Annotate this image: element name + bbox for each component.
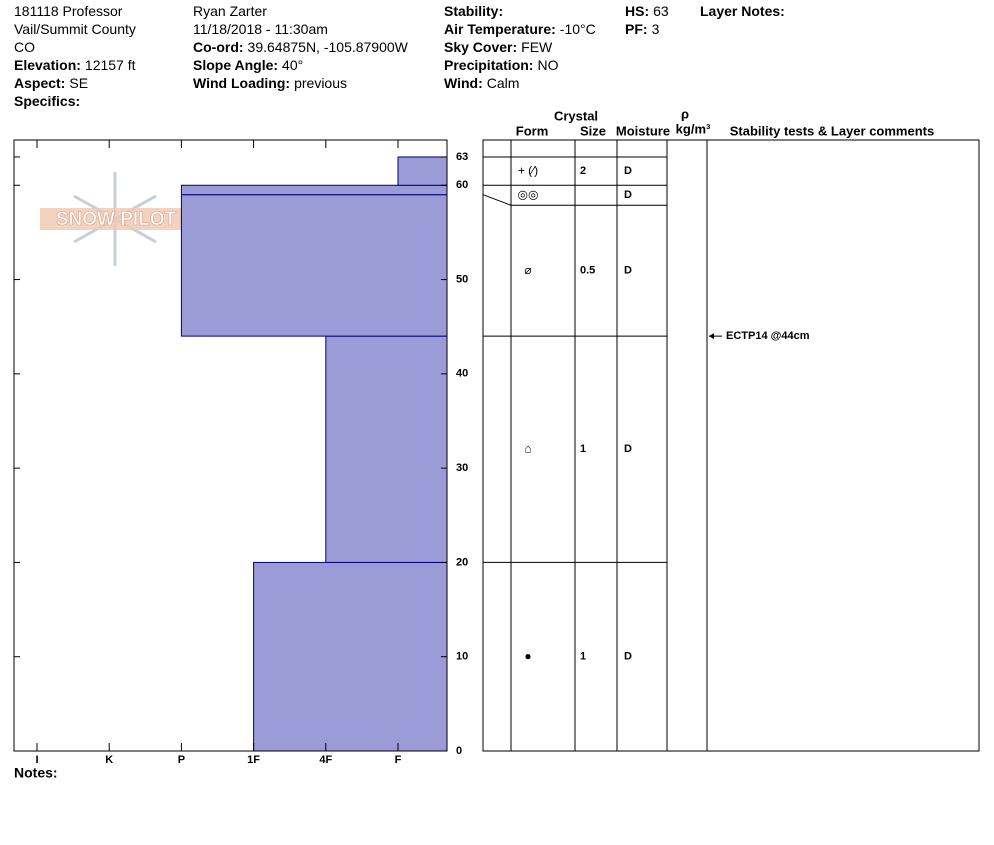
header-field: Air Temperature: -10°C (444, 21, 596, 37)
y-tick-label: 63 (456, 151, 468, 163)
logo-band (40, 208, 192, 230)
y-tick-label: 60 (456, 179, 468, 191)
grain-size: 2 (580, 165, 586, 177)
grain-size: 1 (580, 443, 586, 455)
table-header: Crystal (554, 108, 598, 123)
field-value: FEW (521, 39, 553, 55)
test-comment: ECTP14 @44cm (726, 330, 810, 342)
y-tick-label: 40 (456, 368, 468, 380)
field-label: Sky Cover: (444, 39, 517, 55)
field-value: CO (14, 39, 35, 55)
hardness-layer (253, 561, 448, 752)
hardness-layer (180, 194, 448, 337)
grain-form: ◎◎ (518, 187, 539, 201)
x-tick-label: 1F (247, 754, 260, 766)
x-tick-label: K (105, 754, 113, 766)
header-field: Slope Angle: 40° (193, 57, 303, 73)
field-label: Slope Angle: (193, 57, 278, 73)
header-field: Precipitation: NO (444, 57, 559, 73)
y-tick-label: 0 (456, 745, 462, 757)
x-tick-label: F (395, 754, 402, 766)
field-value: 3 (652, 21, 660, 37)
field-value: 11/18/2018 - 11:30am (193, 21, 328, 37)
field-label: Wind: (444, 75, 483, 91)
field-label: Layer Notes: (700, 3, 785, 19)
field-value: -10°C (560, 21, 596, 37)
field-label: HS: (625, 3, 649, 19)
field-label: Air Temperature: (444, 21, 556, 37)
field-label: Stability: (444, 3, 503, 19)
field-label: Aspect: (14, 75, 65, 91)
field-value: SE (69, 75, 88, 91)
table-header: Moisture (616, 123, 670, 138)
arrow-head (709, 333, 714, 340)
header-field: Elevation: 12157 ft (14, 57, 136, 73)
header-field: Specifics: (14, 93, 80, 109)
field-label: Co-ord: (193, 39, 244, 55)
x-tick-label: I (35, 754, 38, 766)
field-value: Ryan Zarter (193, 3, 267, 19)
field-value: 40° (282, 57, 303, 73)
moisture: D (624, 189, 632, 201)
table-header: Form (516, 123, 549, 138)
field-value: 39.64875N, -105.87900W (248, 39, 409, 55)
y-tick-label: 30 (456, 462, 468, 474)
header-field: Ryan Zarter (193, 3, 267, 19)
field-value: previous (294, 75, 347, 91)
grain-form: ⌂ (524, 441, 531, 455)
field-value: 181118 Professor (14, 3, 123, 19)
header-field: Stability: (444, 3, 503, 19)
header-field: CO (14, 39, 35, 55)
table-header: Size (580, 123, 606, 138)
grain-form: ⌀ (524, 263, 531, 277)
header-field: Aspect: SE (14, 75, 88, 91)
field-value: 63 (653, 3, 669, 19)
field-label: Specifics: (14, 93, 80, 109)
grain-form: ● (524, 649, 531, 663)
grain-size: 1 (580, 651, 586, 663)
header-field: 11/18/2018 - 11:30am (193, 21, 328, 37)
x-tick-label: 4F (319, 754, 332, 766)
hardness-layer (180, 184, 448, 196)
field-value: Vail/Summit County (14, 21, 136, 37)
header-field: 181118 Professor (14, 3, 123, 19)
y-tick-label: 50 (456, 273, 468, 285)
y-tick-label: 10 (456, 651, 468, 663)
grain-size: 0.5 (580, 265, 595, 277)
header-field: HS: 63 (625, 3, 669, 19)
field-value: Calm (487, 75, 520, 91)
moisture: D (624, 165, 632, 177)
field-value: NO (537, 57, 558, 73)
x-tick-label: P (178, 754, 185, 766)
table-header: Stability tests & Layer comments (730, 123, 934, 138)
header-field: Co-ord: 39.64875N, -105.87900W (193, 39, 409, 55)
header-field: Vail/Summit County (14, 21, 136, 37)
field-label: Precipitation: (444, 57, 533, 73)
grain-form: + (∕) (518, 163, 538, 177)
header-field: Sky Cover: FEW (444, 39, 553, 55)
moisture: D (624, 265, 632, 277)
notes-label: Notes: (14, 765, 58, 781)
table-header: kg/m³ (676, 121, 711, 136)
field-label: PF: (625, 21, 648, 37)
hardness-layer (397, 156, 448, 186)
table-header: ρ (681, 106, 689, 121)
table-frame (482, 139, 980, 752)
header-field: Wind Loading: previous (193, 75, 347, 91)
moisture: D (624, 651, 632, 663)
field-label: Elevation: (14, 57, 81, 73)
field-value: 12157 ft (85, 57, 136, 73)
header-field: Wind: Calm (444, 75, 519, 91)
moisture: D (624, 443, 632, 455)
field-label: Wind Loading: (193, 75, 290, 91)
profile-frame (13, 139, 448, 752)
layer-connector (482, 194, 512, 206)
hardness-layer (325, 335, 448, 563)
y-tick-label: 20 (456, 556, 468, 568)
header-field: Layer Notes: (700, 3, 785, 19)
header-field: PF: 3 (625, 21, 660, 37)
logo-text: SNOW PILOT (56, 209, 177, 230)
